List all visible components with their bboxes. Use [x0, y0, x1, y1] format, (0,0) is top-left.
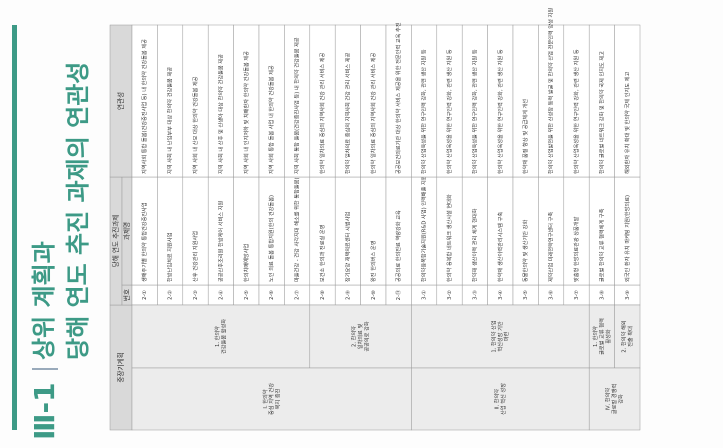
row-relevance-text: 한의약 일차의료 중심의 지역사회 건강 관리 서비스 제공: [369, 52, 377, 174]
title-block: Ⅲ-1 상위 계획과 당해 연도 추진 과제의 연관성: [28, 62, 92, 440]
row-task-name: 마을건강 - 건강 사각지대 해소를 위한 통합돌봄(안심마을): [293, 156, 301, 282]
row-relevance-text: 지역 사회 내 산모 대상 한의약 건강돌봄 제공: [191, 76, 199, 174]
subgroup-label: 1. 한의약글로벌 교류 협력활성화: [591, 318, 612, 355]
row-task-name: 한의치매예방사업: [242, 244, 250, 282]
title-divider: [32, 368, 58, 370]
row-relevance-text: 지역 사회 통합 돌봄 사업 내 한의약 건강돌봄 제공: [267, 65, 275, 174]
row-task-name: 노인 의료 돌봄 통합지원(한의 건강돌봄): [267, 195, 275, 282]
row-task-name: 왕진 한의버스 운영: [369, 240, 377, 282]
row-relevance-text: 한의약 산업발전을 위한 신성장 동력 발굴 및 한의약 산업 전문인력 양성 …: [547, 8, 555, 174]
row-relevance-text: 공공보건의료기관 대상 한의약 서비스 제공을 위한 전문인력 교육 추진: [394, 22, 402, 174]
row-relevance-text: 한의약 산업육성을 위한 연구인력 강화, 관련 생산 지원 등: [470, 49, 478, 174]
row-number: 2-⑪: [394, 290, 402, 300]
row-task-name: 한약재 생산이력 관리 체계 현대화: [470, 208, 478, 282]
row-task-name: 한의약융복합기술지원(R&D 사업) 인력배출 지원: [420, 175, 428, 282]
row-number: 3-③: [472, 290, 478, 300]
row-number: 2-⑨: [345, 290, 351, 300]
row-number: 3-①: [422, 290, 428, 300]
header-relevance: 연관성: [116, 92, 125, 110]
row-task-name: 보건소 한의과 진료실 운영: [318, 224, 326, 282]
group-label: Ⅰ. 한의약중심 지역 건강복지 증진: [261, 383, 282, 415]
row-relevance-text: 한의약 글로벌 네트워크 강화 및 한의약 국제 인지도 제고: [597, 51, 605, 174]
row-relevance-text: 한의약 산업육성을 위한 연구인력 강화, 관련 생산 지원 등: [420, 49, 428, 174]
row-relevance-text: 한의약 일차의료 중심의 지역사회 건강 관리 서비스 제공: [343, 52, 351, 174]
row-number: 3-⑧: [599, 290, 605, 300]
row-number: 2-⑥: [269, 290, 275, 300]
row-relevance-text: 한의약 일차의료 중심의 지역사회 건강 관리 서비스 제공: [318, 52, 326, 174]
row-relevance-cell: [614, 24, 641, 178]
row-task-name: 제약산업 미래전략연구센터 구축: [547, 212, 555, 282]
group-cell: [588, 367, 641, 431]
row-number: 3-⑦: [574, 290, 580, 300]
row-number: 2-⑦: [295, 290, 301, 300]
subgroup-label: 2. 한의약 해외진출 확대: [620, 320, 634, 352]
row-task-name: 한의약 융복합 네트워크 생산시설 현대화: [445, 194, 453, 282]
row-task-name: 한방난임치료 지원사업: [166, 232, 174, 282]
row-task-name: 장기요양 재택의료센터 시범사업: [343, 212, 351, 282]
group-label: Ⅱ. 한의약산업 혁신 성장: [493, 383, 507, 415]
row-relevance-text: 지역사회 통합 돌봄(건강증진사업 등) 내 한의약 건강돌봄 제공: [140, 39, 148, 174]
row-number: 2-⑩: [371, 290, 377, 300]
row-task-name: 생애주기별 한의약 통합건강증진사업: [140, 202, 148, 282]
row-number: 3-④: [498, 290, 504, 300]
row-relevance-text: 한의약 산업육성을 위한 연구인력 강화, 관련 생산 지원 등: [572, 49, 580, 174]
row-relevance-text: 지역 사회 통합 돌봄(건강증진사업 등) 내 한의약 건강돌봄 제공: [293, 37, 301, 174]
row-number: 2-①: [142, 290, 148, 300]
row-relevance-text: 지역 사회 내 인지저하 및 치매환자 한의약 건강돌봄 제공: [242, 51, 250, 174]
header-number: 번호: [122, 289, 131, 301]
row-task-name: 외국인 환자 유치 마케팅 지원(한방의료): [623, 195, 631, 282]
row-task-name: 공공의료 한의진료 역량강화 교육: [394, 210, 402, 282]
row-number: 3-⑤: [523, 290, 529, 300]
row-number: 2-⑧: [320, 290, 326, 300]
page-title-line1: 상위 계획과: [30, 241, 58, 360]
row-task-name: 동물한의약 및 생산기반 강화: [521, 220, 529, 282]
subgroup-label: 1. 한의약건강돌봄 활성화: [213, 319, 227, 354]
row-number: 3-②: [447, 290, 453, 300]
row-relevance-text: 한의약 산업육성을 위한 연구인력 강화, 관련 생산 지원 등: [496, 49, 504, 174]
page-title-line2: 당해 연도 추진 과제의 연관성: [64, 62, 92, 360]
header-task: 과제명: [122, 222, 131, 240]
row-relevance-text: 지역 사회 내 난임부부 대상 한의약 건강돌봄 제공: [166, 67, 174, 174]
row-task-name: 공공산후조리원 한방케어 서비스 지원: [216, 200, 224, 282]
row-relevance-text: 한의약 산업육성을 위한 연구인력 강화, 관련 생산 지원 등: [445, 49, 453, 174]
row-number: 2-⑤: [244, 290, 250, 300]
header-mid-plan: 중장기계획: [116, 352, 125, 382]
row-relevance-text: 한약재 품질 향상 및 공급체계 개선: [521, 99, 529, 174]
title-accent-bar: [12, 25, 17, 430]
group-label: Ⅳ. 한의약글로벌 경쟁력강화: [604, 384, 625, 415]
row-number: 2-④: [218, 290, 224, 300]
header-year-tasks: 당해 연도 추진과제: [111, 215, 120, 268]
row-number: 2-②: [168, 290, 174, 300]
row-task-name: 맞춤형 한방의료관광 상품개발: [572, 216, 580, 282]
row-number: 3-⑥: [549, 290, 555, 300]
row-number: 2-③: [193, 290, 199, 300]
row-task-name: 한약재 생산이력관리시스템 구축: [496, 212, 504, 282]
row-task-name: 산후 건강관리 지원사업: [191, 231, 199, 282]
row-relevance-text: 지역 사회 내 산후 및 신생아 대상 한의약 건강돌봄 제공: [216, 54, 224, 174]
chapter-number: Ⅲ-1: [28, 382, 61, 440]
row-number: 3-⑨: [625, 290, 631, 300]
subgroup-label: 2. 한의약일차의료 및공공의료 강화: [350, 321, 371, 352]
row-task-name: 글로벌 한의약 교류 협력체계 구축: [597, 208, 605, 282]
row-relevance-text: 해외환자 유치 확대 및 한의약 국제 인지도 제고: [623, 72, 631, 174]
subgroup-label: 1. 한의약 산업혁신성장 기반마련: [489, 320, 510, 352]
